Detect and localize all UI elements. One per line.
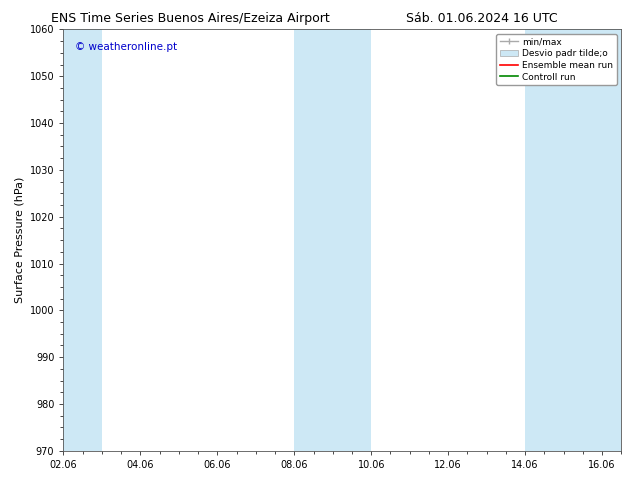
Text: © weatheronline.pt: © weatheronline.pt xyxy=(75,42,177,52)
Bar xyxy=(63,29,102,451)
Text: ENS Time Series Buenos Aires/Ezeiza Airport: ENS Time Series Buenos Aires/Ezeiza Airp… xyxy=(51,12,330,25)
Bar xyxy=(525,29,621,451)
Y-axis label: Surface Pressure (hPa): Surface Pressure (hPa) xyxy=(14,177,24,303)
Bar xyxy=(294,29,372,451)
Text: Sáb. 01.06.2024 16 UTC: Sáb. 01.06.2024 16 UTC xyxy=(406,12,558,25)
Legend: min/max, Desvio padr tilde;o, Ensemble mean run, Controll run: min/max, Desvio padr tilde;o, Ensemble m… xyxy=(496,34,617,85)
